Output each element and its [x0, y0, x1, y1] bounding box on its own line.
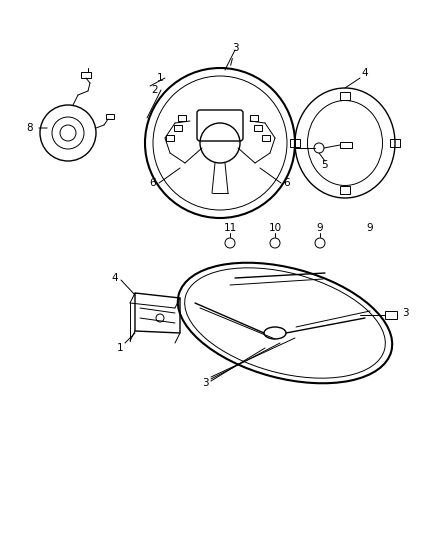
Bar — [390, 139, 400, 147]
Text: 1: 1 — [117, 343, 124, 353]
Bar — [178, 115, 186, 121]
Bar — [340, 185, 350, 194]
Text: 9: 9 — [317, 223, 323, 233]
Text: 1: 1 — [157, 73, 163, 83]
Text: 4: 4 — [362, 68, 368, 78]
Bar — [262, 135, 270, 141]
Bar — [106, 114, 114, 119]
Bar — [166, 135, 174, 141]
Text: 3: 3 — [402, 308, 408, 318]
Text: 8: 8 — [27, 123, 47, 133]
Bar — [250, 115, 258, 121]
Text: 9: 9 — [367, 223, 373, 233]
Text: 4: 4 — [112, 273, 118, 283]
Bar — [174, 125, 182, 131]
Text: 6: 6 — [284, 178, 290, 188]
Text: 6: 6 — [150, 178, 156, 188]
Bar — [340, 142, 352, 148]
Text: 5: 5 — [321, 160, 328, 170]
Text: 3: 3 — [201, 378, 208, 388]
Bar — [385, 311, 397, 319]
Text: 2: 2 — [152, 85, 158, 95]
Bar — [81, 72, 91, 78]
Text: 3: 3 — [231, 43, 238, 66]
Text: 10: 10 — [268, 223, 282, 233]
Bar — [290, 139, 300, 147]
Bar — [254, 125, 262, 131]
Text: 11: 11 — [223, 223, 237, 233]
Bar — [340, 92, 350, 100]
